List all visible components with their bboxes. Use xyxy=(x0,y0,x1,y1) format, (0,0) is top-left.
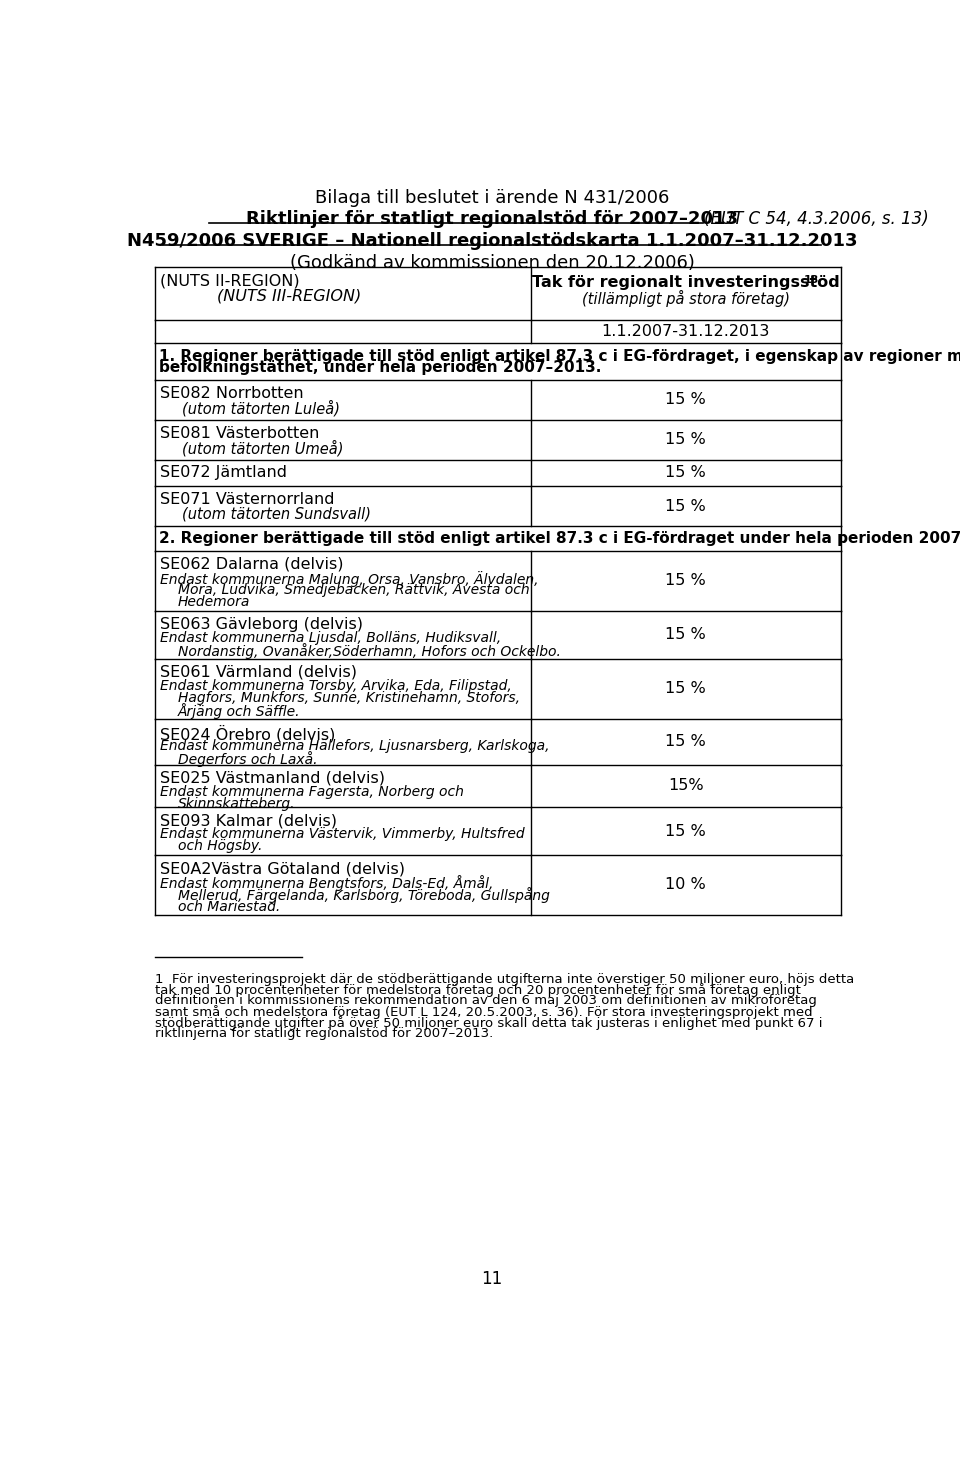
Text: 1  För investeringsprojekt där de stödberättigande utgifterna inte överstiger 50: 1 För investeringsprojekt där de stödber… xyxy=(155,972,854,986)
Text: 2. Regioner berättigade till stöd enligt artikel 87.3 c i EG-fördraget under hel: 2. Regioner berättigade till stöd enligt… xyxy=(158,531,960,547)
Text: Mora, Ludvika, Smedjebacken, Rättvik, Avesta och: Mora, Ludvika, Smedjebacken, Rättvik, Av… xyxy=(179,583,530,597)
Text: (tillämpligt på stora företag): (tillämpligt på stora företag) xyxy=(582,290,790,307)
Text: definitionen i kommissionens rekommendation av den 6 maj 2003 om definitionen av: definitionen i kommissionens rekommendat… xyxy=(155,994,817,1008)
Text: SE061 Värmland (delvis): SE061 Värmland (delvis) xyxy=(160,665,357,680)
Text: Hagfors, Munkfors, Sunne, Kristinehamn, Stofors,: Hagfors, Munkfors, Sunne, Kristinehamn, … xyxy=(179,691,520,705)
Text: 15 %: 15 % xyxy=(665,465,707,481)
Text: riktlinjerna för statligt regionalstöd för 2007–2013.: riktlinjerna för statligt regionalstöd f… xyxy=(155,1027,493,1040)
Text: Endast kommunerna Ljusdal, Bolläns, Hudiksvall,: Endast kommunerna Ljusdal, Bolläns, Hudi… xyxy=(160,631,501,644)
Text: SE081 Västerbotten: SE081 Västerbotten xyxy=(160,427,320,441)
Text: befolkningstäthet, under hela perioden 2007–2013.: befolkningstäthet, under hela perioden 2… xyxy=(158,360,601,375)
Text: Endast kommunerna Malung, Orsa, Vansbro, Älvdalen,: Endast kommunerna Malung, Orsa, Vansbro,… xyxy=(160,571,539,587)
Text: Nordanstig, Ovanåker,Söderhamn, Hofors och Ockelbo.: Nordanstig, Ovanåker,Söderhamn, Hofors o… xyxy=(179,643,561,659)
Text: 1. Regioner berättigade till stöd enligt artikel 87.3 c i EG-fördraget, i egensk: 1. Regioner berättigade till stöd enligt… xyxy=(158,347,960,365)
Text: Skinnskatteberg.: Skinnskatteberg. xyxy=(179,797,296,811)
Text: 15 %: 15 % xyxy=(665,627,707,643)
Text: samt små och medelstora företag (EUT L 124, 20.5.2003, s. 36). För stora investe: samt små och medelstora företag (EUT L 1… xyxy=(155,1005,812,1019)
Text: 10 %: 10 % xyxy=(665,877,707,893)
Text: stödberättigande utgifter på över 50 miljoner euro skall detta tak justeras i en: stödberättigande utgifter på över 50 mil… xyxy=(155,1016,823,1030)
Text: (utom tätorten Luleå): (utom tätorten Luleå) xyxy=(182,400,340,416)
Text: SE063 Gävleborg (delvis): SE063 Gävleborg (delvis) xyxy=(160,616,363,633)
Text: tak med 10 procentenheter för medelstora företag och 20 procentenheter för små f: tak med 10 procentenheter för medelstora… xyxy=(155,984,801,997)
Text: SE071 Västernorrland: SE071 Västernorrland xyxy=(160,493,335,507)
Text: 15 %: 15 % xyxy=(665,734,707,749)
Text: Degerfors och Laxå.: Degerfors och Laxå. xyxy=(179,750,318,766)
Text: (NUTS II-REGION): (NUTS II-REGION) xyxy=(159,274,300,288)
Text: SE025 Västmanland (delvis): SE025 Västmanland (delvis) xyxy=(160,771,385,786)
Text: SE024 Örebro (delvis): SE024 Örebro (delvis) xyxy=(160,725,336,743)
Text: 15 %: 15 % xyxy=(665,499,707,513)
Text: (utom tätorten Sundsvall): (utom tätorten Sundsvall) xyxy=(182,506,371,521)
Text: (utom tätorten Umeå): (utom tätorten Umeå) xyxy=(182,440,344,456)
Text: 1.1.2007-31.12.2013: 1.1.2007-31.12.2013 xyxy=(602,324,770,338)
Text: (EUT C 54, 4.3.2006, s. 13): (EUT C 54, 4.3.2006, s. 13) xyxy=(705,210,929,228)
Text: SE082 Norrbotten: SE082 Norrbotten xyxy=(160,385,304,402)
Text: 15%: 15% xyxy=(668,778,704,793)
Text: (Godkänd av kommissionen den 20.12.2006): (Godkänd av kommissionen den 20.12.2006) xyxy=(290,253,694,272)
Text: SE072 Jämtland: SE072 Jämtland xyxy=(160,465,287,481)
Text: 15 %: 15 % xyxy=(665,824,707,838)
Text: och Högsby.: och Högsby. xyxy=(179,840,262,853)
Text: Endast kommunerna Torsby, Arvika, Eda, Filipstad,: Endast kommunerna Torsby, Arvika, Eda, F… xyxy=(160,678,512,693)
Text: 13: 13 xyxy=(804,275,819,285)
Text: 15 %: 15 % xyxy=(665,681,707,696)
Text: Hedemora: Hedemora xyxy=(179,596,251,609)
Text: Bilaga till beslutet i ärende N 431/2006: Bilaga till beslutet i ärende N 431/2006 xyxy=(315,188,669,207)
Text: Riktlinjer för statligt regionalstöd för 2007–2013: Riktlinjer för statligt regionalstöd för… xyxy=(246,210,738,228)
Text: 15 %: 15 % xyxy=(665,393,707,407)
Text: Tak för regionalt investeringsstöd: Tak för regionalt investeringsstöd xyxy=(532,275,840,290)
Text: Endast kommunerna Hällefors, Ljusnarsberg, Karlskoga,: Endast kommunerna Hällefors, Ljusnarsber… xyxy=(160,738,550,753)
Text: Mellerud, Färgelanda, Karlsborg, Töreboda, Gullspång: Mellerud, Färgelanda, Karlsborg, Törebod… xyxy=(179,887,550,903)
Text: SE0A2Västra Götaland (delvis): SE0A2Västra Götaland (delvis) xyxy=(160,861,405,877)
Text: Årjäng och Säffle.: Årjäng och Säffle. xyxy=(179,703,300,719)
Text: SE093 Kalmar (delvis): SE093 Kalmar (delvis) xyxy=(160,813,337,828)
Text: (NUTS III-REGION): (NUTS III-REGION) xyxy=(217,288,361,304)
Text: N459/2006 SVERIGE – Nationell regionalstödskarta 1.1.2007–31.12.2013: N459/2006 SVERIGE – Nationell regionalst… xyxy=(127,232,857,250)
Text: Endast kommunerna Fagersta, Norberg och: Endast kommunerna Fagersta, Norberg och xyxy=(160,786,465,799)
Text: 15 %: 15 % xyxy=(665,574,707,588)
Text: Endast kommunerna Västervik, Vimmerby, Hultsfred: Endast kommunerna Västervik, Vimmerby, H… xyxy=(160,827,525,841)
Text: Endast kommunerna Bengtsfors, Dals-Ed, Åmål,: Endast kommunerna Bengtsfors, Dals-Ed, Å… xyxy=(160,875,493,891)
Text: 15 %: 15 % xyxy=(665,432,707,447)
Text: 11: 11 xyxy=(481,1269,503,1287)
Text: SE062 Dalarna (delvis): SE062 Dalarna (delvis) xyxy=(160,558,344,572)
Text: och Mariestad.: och Mariestad. xyxy=(179,900,280,913)
